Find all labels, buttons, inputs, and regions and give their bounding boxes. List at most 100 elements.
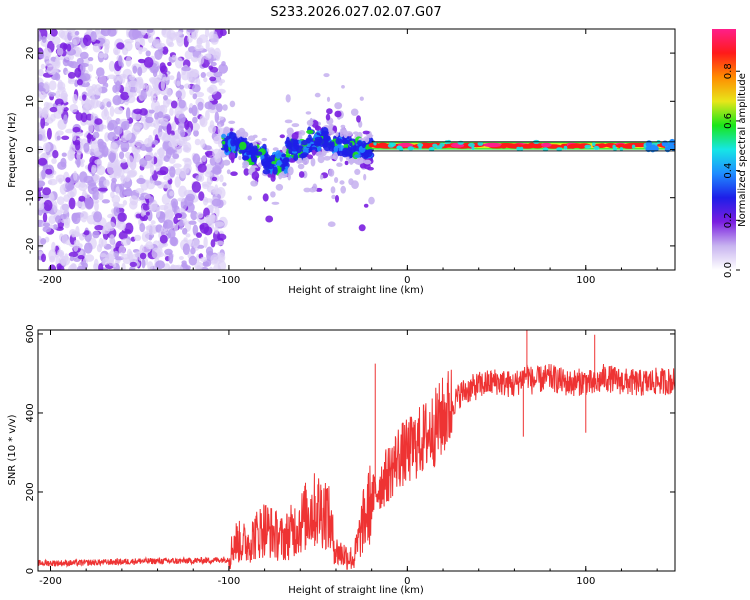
heatmap-cell (191, 104, 198, 117)
heatmap-cell (196, 232, 202, 238)
heatmap-cell (38, 51, 44, 59)
x-tick-label: -100 (218, 275, 241, 286)
heatmap-cell (156, 148, 166, 156)
heatmap-cell (132, 65, 138, 74)
heatmap-cell (121, 120, 130, 131)
heatmap-cell (542, 147, 549, 152)
snr-spikes (374, 330, 596, 494)
heatmap-cell (104, 43, 110, 50)
heatmap-cell (87, 179, 97, 187)
heatmap-cell (331, 141, 335, 149)
heatmap-cell (83, 142, 90, 153)
heatmap-cell (251, 171, 260, 181)
heatmap-cell (217, 123, 222, 136)
heatmap-cell (219, 29, 227, 37)
heatmap-cell (142, 244, 152, 254)
heatmap-cell (222, 104, 228, 111)
heatmap-cell (178, 113, 186, 124)
heatmap-cell (237, 137, 245, 143)
heatmap-cell (120, 238, 131, 246)
heatmap-cell (198, 191, 205, 201)
heatmap-cell (306, 119, 314, 126)
heatmap-cell (174, 176, 181, 188)
heatmap-cell (136, 177, 146, 185)
heatmap-cell (315, 187, 323, 192)
heatmap-cell (228, 152, 236, 161)
heatmap-cell (120, 140, 130, 153)
heatmap-cell (80, 81, 91, 88)
heatmap-cell (94, 225, 104, 231)
heatmap-cell (61, 135, 70, 140)
heatmap-cell (55, 90, 61, 99)
colorbar-tick-label: 0.2 (723, 212, 734, 228)
heatmap-cell (98, 187, 108, 192)
heatmap-cell (204, 29, 210, 38)
heatmap-cell (69, 154, 75, 159)
heatmap-cell (315, 125, 320, 131)
heatmap-cell (190, 122, 201, 132)
heatmap-cell (55, 130, 64, 136)
heatmap-cell (106, 101, 112, 108)
tone-peak (616, 143, 627, 149)
heatmap-cell (363, 173, 367, 181)
heatmap-cell (67, 184, 74, 190)
heatmap-cell (247, 135, 256, 142)
heatmap-cell (135, 213, 142, 219)
heatmap-cell (125, 55, 132, 67)
heatmap-cell (169, 32, 177, 41)
heatmap-cell (69, 191, 75, 198)
heatmap-cell (113, 250, 120, 258)
heatmap-cell (75, 225, 80, 238)
heatmap-cell (358, 224, 366, 232)
heatmap-cell (215, 55, 220, 61)
heatmap-cell (261, 158, 269, 167)
x-tick-label: -200 (39, 275, 62, 286)
heatmap-cell (188, 107, 193, 114)
heatmap-cell (242, 155, 248, 161)
snr-frame (37, 329, 676, 572)
heatmap-cell (184, 119, 190, 130)
heatmap-cell (105, 221, 116, 229)
heatmap-cell (84, 197, 94, 210)
snr-series-line (37, 363, 676, 570)
heatmap-cell (74, 30, 80, 36)
x-tick-label: 100 (576, 576, 595, 587)
heatmap-cell (340, 124, 346, 129)
heatmap-cell (305, 111, 312, 115)
heatmap-cell (367, 134, 373, 139)
heatmap-cell (78, 233, 85, 241)
colorbar-tick-label: 0.0 (723, 262, 734, 278)
heatmap-cell (137, 66, 143, 77)
heatmap-cell (160, 79, 165, 91)
heatmap-cell (202, 145, 212, 151)
heatmap-cell (285, 94, 291, 103)
heatmap-cell (319, 174, 324, 180)
heatmap-cell (221, 133, 227, 139)
heatmap-cell (331, 194, 336, 200)
heatmap-cell (224, 148, 229, 153)
spectrogram-heatmap (38, 29, 675, 270)
heatmap-cell (116, 203, 125, 209)
heatmap-cell (101, 109, 110, 121)
heatmap-cell (287, 166, 294, 176)
heatmap-cell (238, 149, 246, 154)
heatmap-cell (282, 157, 289, 166)
heatmap-cell (327, 130, 335, 135)
snr-panel: -200 -100 0 100 0 200 400 600 Height of straigh… (7, 324, 676, 596)
heatmap-cell (200, 138, 206, 149)
heatmap-cell (182, 243, 190, 256)
heatmap-cell (584, 144, 592, 149)
heatmap-cell (129, 195, 139, 206)
heatmap-cell (168, 157, 176, 164)
heatmap-cell (199, 115, 206, 126)
heatmap-cell (45, 168, 53, 175)
heatmap-cell (272, 147, 279, 151)
heatmap-cell (334, 177, 339, 183)
y-tick-label: -10 (25, 190, 36, 206)
heatmap-cell (43, 199, 53, 212)
heatmap-cell (216, 103, 223, 113)
heatmap-cell (356, 156, 361, 166)
heatmap-cell (170, 264, 176, 270)
heatmap-cell (96, 33, 103, 39)
tone-peak (541, 142, 552, 148)
